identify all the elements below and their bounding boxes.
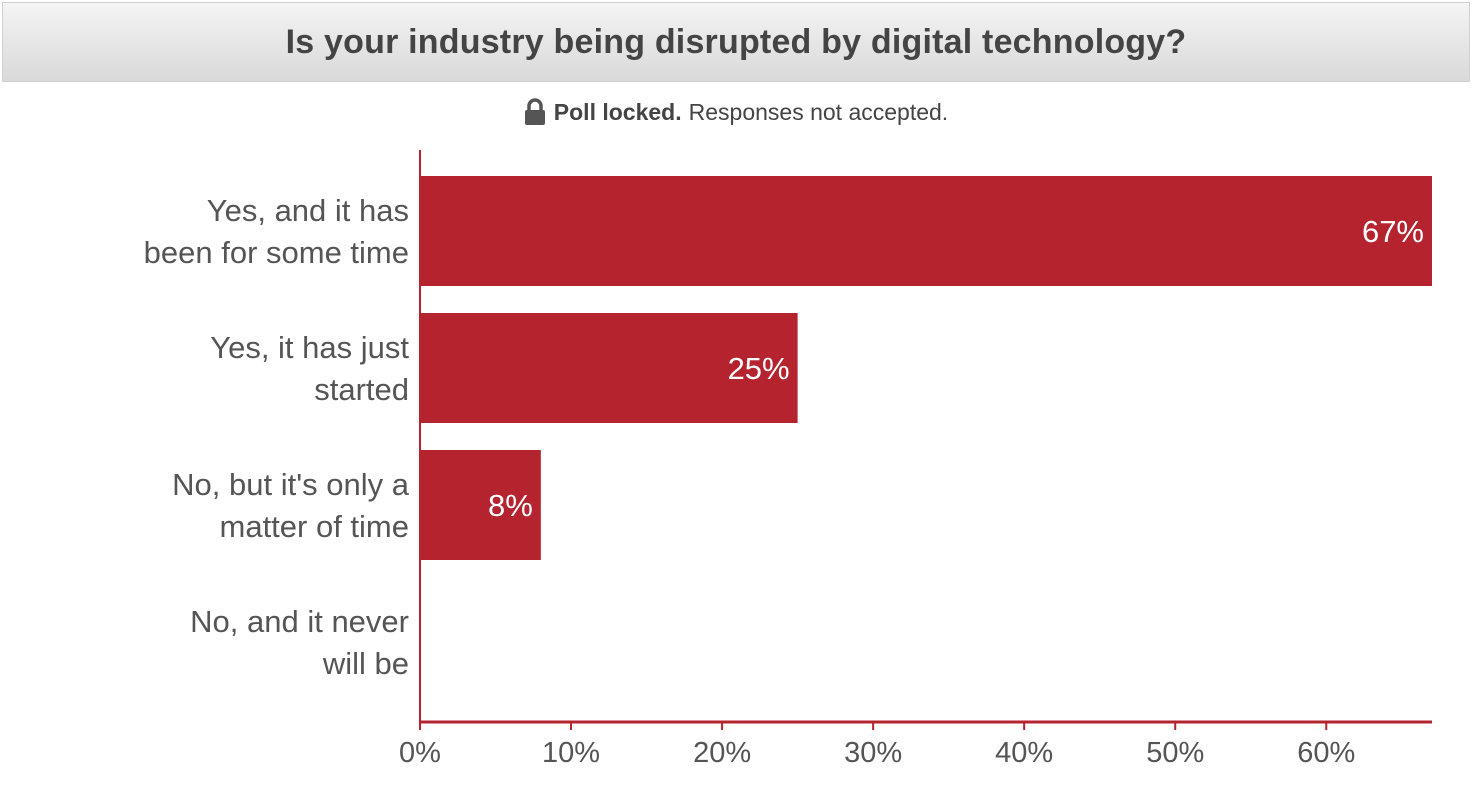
poll-status: Poll locked. Responses not accepted. <box>0 92 1472 132</box>
poll-header: Is your industry being disrupted by digi… <box>2 2 1470 82</box>
x-tick-label-0: 0% <box>399 737 441 769</box>
bar-0 <box>420 176 1432 286</box>
bar-value-label-0: 67% <box>1362 214 1424 249</box>
x-tick-label-4: 40% <box>995 737 1053 769</box>
category-label-1-0: Yes, it has just <box>210 330 409 365</box>
x-tick-label-2: 20% <box>693 737 751 769</box>
x-tick-label-3: 30% <box>844 737 902 769</box>
poll-title: Is your industry being disrupted by digi… <box>285 22 1187 61</box>
category-label-2-0: No, but it's only a <box>172 467 410 502</box>
category-label-3-1: will be <box>322 646 409 681</box>
category-label-0-0: Yes, and it has <box>207 193 409 228</box>
category-label-0-1: been for some time <box>144 235 409 270</box>
category-label-2-1: matter of time <box>220 509 410 544</box>
bar-value-label-1: 25% <box>728 351 790 386</box>
bar-2 <box>420 450 541 560</box>
category-label-1-1: started <box>314 372 409 407</box>
x-tick-label-1: 10% <box>542 737 600 769</box>
category-label-3-0: No, and it never <box>190 604 409 639</box>
lock-icon <box>524 98 546 126</box>
bar-value-label-2: 8% <box>488 488 533 523</box>
status-message: Responses not accepted. <box>688 98 949 125</box>
bar-1 <box>420 313 798 423</box>
x-tick-label-6: 60% <box>1297 737 1355 769</box>
status-locked-label: Poll locked. <box>553 98 682 125</box>
x-tick-label-5: 50% <box>1146 737 1204 769</box>
